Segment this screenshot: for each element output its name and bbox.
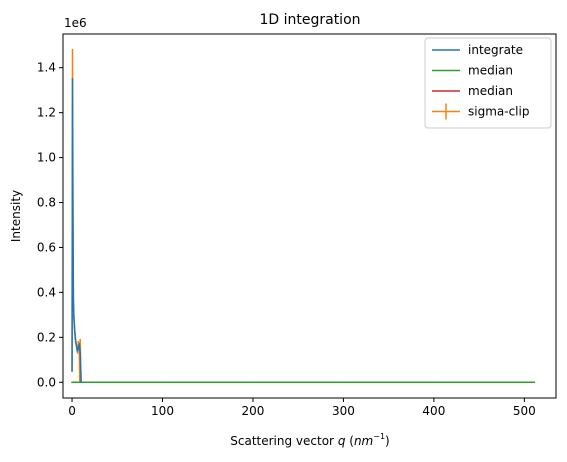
series-point-integrate (77, 347, 80, 350)
y-tick-label: 1.2 (37, 106, 56, 120)
x-tick-label: 300 (332, 404, 355, 418)
series-point-integrate (76, 350, 79, 352)
x-tick-label: 100 (151, 404, 174, 418)
legend-label-sigma-clip: sigma-clip (468, 105, 529, 119)
legend-label-median: median (468, 84, 513, 98)
series-point-median (75, 381, 78, 384)
x-axis-ticks: 0 100 200 300 400 500 (68, 398, 536, 418)
y-axis-ticks: 0.0 0.2 0.4 0.6 0.8 1.0 1.2 1.4 (37, 61, 63, 389)
series-point-integrate (79, 352, 81, 354)
series-point-integrate (72, 215, 74, 217)
series-point-integrate (72, 300, 75, 303)
x-tick-label: 500 (513, 404, 536, 418)
series-point-sigma-clip (71, 48, 74, 51)
x-axis-label: Scattering vector q (nm−1) (230, 432, 389, 448)
series-point-integrate (74, 341, 77, 343)
y-tick-label: 0.8 (37, 196, 56, 210)
y-tick-label: 1.0 (37, 151, 56, 165)
series-point-integrate (71, 78, 74, 80)
x-axis-label-unit-base: nm (354, 434, 373, 448)
legend-box (424, 37, 552, 129)
chart-title: 1D integration (259, 12, 360, 28)
legend: integrate median median sigma-clip (424, 37, 552, 129)
legend-label-median: median (468, 64, 513, 78)
series-point-integrate (75, 345, 78, 348)
x-axis-label-unit-exponent: −1 (373, 432, 385, 441)
series-point-integrate (73, 332, 76, 334)
axes-frame (62, 33, 557, 399)
series-point-integrate (80, 381, 82, 384)
y-offset-label: 1e6 (64, 16, 87, 30)
series-layer (71, 48, 536, 384)
series-point-median (533, 381, 536, 384)
y-tick-label: 0.0 (37, 375, 56, 389)
y-tick-label: 0.2 (37, 330, 56, 344)
x-tick-label: 400 (422, 404, 445, 418)
x-axis-label-unit-open: ( (345, 434, 354, 448)
y-tick-label: 0.4 (37, 285, 56, 299)
x-tick-label: 200 (242, 404, 265, 418)
series-point-sigma-clip (76, 352, 79, 354)
y-axis-label: Intensity (9, 190, 23, 242)
y-tick-label: 0.6 (37, 240, 56, 254)
series-point-sigma-clip (77, 341, 80, 343)
series-point-integrate (73, 316, 75, 318)
x-axis-label-unit-close: ) (385, 434, 390, 448)
y-tick-label: 1.4 (37, 61, 56, 75)
legend-items: integrate median median sigma-clip (432, 43, 529, 120)
x-axis-label-variable: q (338, 434, 346, 448)
plot-area (62, 33, 557, 399)
legend-label-integrate: integrate (468, 43, 523, 57)
series-point-integrate (71, 370, 73, 372)
series-point-integrate (78, 343, 81, 345)
series-point-median (72, 381, 74, 384)
series-point-sigma-clip (79, 338, 81, 341)
x-axis-label-prefix: Scattering vector (230, 434, 338, 448)
x-tick-label: 0 (68, 404, 76, 418)
